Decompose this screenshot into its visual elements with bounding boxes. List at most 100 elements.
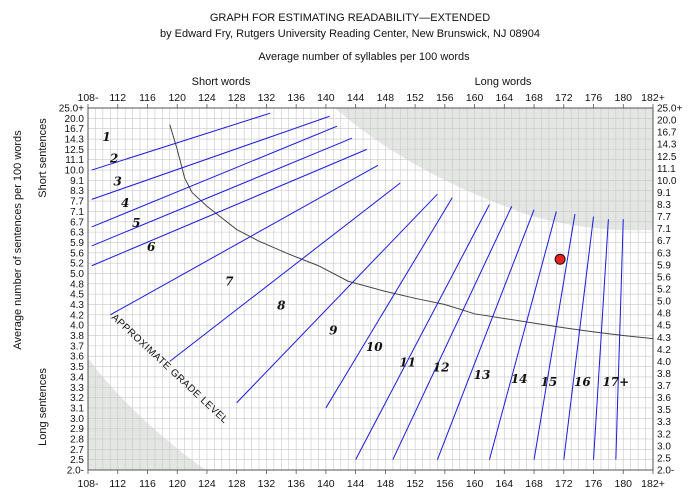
grade-label: 16 xyxy=(574,375,591,389)
y-tick-label-left: 7.7 xyxy=(70,197,84,208)
grade-label: 7 xyxy=(225,275,234,289)
x-tick-label-top: 176 xyxy=(585,92,603,104)
y-tick-label-right: 5.6 xyxy=(657,272,671,283)
x-tick-label-top: 136 xyxy=(287,92,305,104)
y-tick-label-right: 3.3 xyxy=(657,417,671,428)
x-tick-label-top: 172 xyxy=(555,92,573,104)
grade-line xyxy=(593,219,609,460)
y-axis-label: Average number of sentences per 100 word… xyxy=(12,130,24,350)
y-tick-label-right: 10.0 xyxy=(657,176,677,187)
y-tick-label-left: 3.7 xyxy=(70,341,84,352)
grade-label: 11 xyxy=(399,356,416,370)
grid xyxy=(88,108,653,470)
x-tick-label-top: 128 xyxy=(228,92,246,104)
y-tick-label-right: 7.1 xyxy=(657,224,671,235)
grade-line xyxy=(91,137,353,247)
x-tick-label-bottom: 124 xyxy=(198,478,216,490)
y-tick-label-left: 10.0 xyxy=(65,166,85,177)
grade-line xyxy=(563,216,595,460)
grade-label: 3 xyxy=(114,175,122,189)
x-tick-label-bottom: 176 xyxy=(585,478,603,490)
data-point xyxy=(554,253,566,265)
y-tick-label-right: 4.0 xyxy=(657,357,671,368)
y-tick-label-left: 12.5 xyxy=(65,145,85,156)
grade-label: 10 xyxy=(366,340,383,354)
grade-line xyxy=(355,204,490,460)
grade-line xyxy=(91,115,330,200)
y-tick-label-right: 11.1 xyxy=(657,164,676,175)
y-tick-label-left: 4.0 xyxy=(70,321,84,332)
y-tick-label-left: 4.2 xyxy=(70,310,84,321)
chart-subtitle: by Edward Fry, Rutgers University Readin… xyxy=(160,28,540,40)
grade-label: 8 xyxy=(277,299,286,313)
y-tick-label-left: 6.7 xyxy=(70,217,84,228)
grade-line xyxy=(236,193,438,404)
y-tick-label-left: 3.6 xyxy=(70,352,84,363)
grade-label: 14 xyxy=(511,372,528,386)
grade-label: 9 xyxy=(329,324,338,338)
grade-label: 4 xyxy=(121,196,129,210)
y-tick-label-left: 5.9 xyxy=(70,238,84,249)
x-tick-label-bottom: 108- xyxy=(77,478,99,490)
y-tick-label-right: 5.0 xyxy=(657,297,671,308)
x-tick-label-top: 112 xyxy=(109,92,126,104)
grade-line xyxy=(488,211,557,460)
x-tick-label-top: 116 xyxy=(139,92,156,104)
y-tick-label-right: 20.0 xyxy=(657,116,677,127)
y-tick-label-left: 5.6 xyxy=(70,248,84,259)
x-tick-label-bottom: 112 xyxy=(109,478,126,490)
y-tick-label-left: 25.0+ xyxy=(59,104,84,115)
y-tick-label-left: 3.8 xyxy=(70,331,84,342)
y-tick-label-left: 4.5 xyxy=(70,290,84,301)
x-tick-label-bottom: 164 xyxy=(496,478,514,490)
x-tick-label-bottom: 160 xyxy=(466,478,484,490)
grade-label: 1 xyxy=(102,130,110,144)
y-tick-label-right: 3.8 xyxy=(657,369,671,380)
x-tick-label-bottom: 128 xyxy=(228,478,246,490)
y-tick-label-right: 3.6 xyxy=(657,393,671,404)
grade-label: 15 xyxy=(541,375,558,389)
y-tick-label-right: 4.8 xyxy=(657,309,671,320)
plot-border xyxy=(87,107,654,471)
x-tick-label-bottom: 148 xyxy=(377,478,395,490)
grade-boundary-curve xyxy=(169,124,654,340)
y-tick-label-right: 3.5 xyxy=(657,405,671,416)
y-tick-label-left: 4.3 xyxy=(70,300,84,311)
y-tick-label-left: 4.8 xyxy=(70,279,84,290)
y-tick-label-left: 3.4 xyxy=(70,372,84,383)
y-tick-label-right: 5.2 xyxy=(657,285,671,296)
y-tick-label-right: 4.2 xyxy=(657,345,671,356)
y-tick-label-left: 3.0 xyxy=(70,414,84,425)
shade-top-right xyxy=(335,108,653,231)
x-tick-label-top: 164 xyxy=(496,92,514,104)
x-tick-label-top: 160 xyxy=(466,92,484,104)
y-tick-label-left: 3.2 xyxy=(70,393,84,404)
x-tick-label-top: 124 xyxy=(198,92,216,104)
grade-line xyxy=(533,213,576,460)
y-tick-label-left: 7.1 xyxy=(70,207,84,218)
y-tick-label-right: 4.5 xyxy=(657,321,671,332)
x-tick-label-top: 140 xyxy=(317,92,335,104)
x-tick-label-top: 180 xyxy=(614,92,632,104)
x-tick-label-bottom: 132 xyxy=(258,478,276,490)
y-tick-label-left: 6.3 xyxy=(70,228,84,239)
y-tick-label-right: 3.7 xyxy=(657,381,671,392)
x-tick-label-bottom: 156 xyxy=(436,478,454,490)
y-tick-label-right: 12.5 xyxy=(657,152,677,163)
grade-line xyxy=(392,206,513,460)
x-tick-label-bottom: 172 xyxy=(555,478,573,490)
axes: 108-108-11211211611612012012412412812813… xyxy=(59,92,683,490)
x-tick-label-bottom: 152 xyxy=(406,478,424,490)
y-tick-label-right: 7.7 xyxy=(657,212,671,223)
grade-label: 6 xyxy=(147,240,156,254)
y-tick-label-left: 3.1 xyxy=(70,403,84,414)
y-tick-label-right: 16.7 xyxy=(657,128,677,139)
x-axis-label: Average number of syllables per 100 word… xyxy=(258,51,470,63)
x-tick-label-bottom: 168 xyxy=(525,478,543,490)
y-tick-label-right: 14.3 xyxy=(657,140,677,151)
y-tick-label-right: 2.5 xyxy=(657,453,671,464)
y-tick-label-left: 9.1 xyxy=(70,176,84,187)
y-tick-label-left: 3.5 xyxy=(70,362,84,373)
